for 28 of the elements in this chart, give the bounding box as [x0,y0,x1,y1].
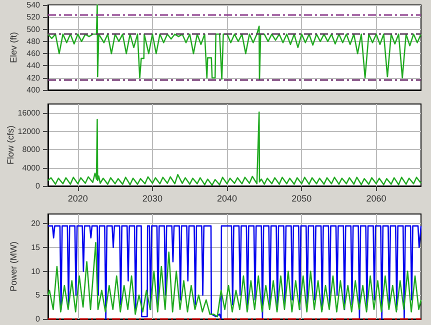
x-tick-label: 2030 [142,194,162,204]
y-tick-label: 5 [36,290,41,300]
y-tick-label: 15 [31,242,41,252]
y-tick-label: 540 [26,0,41,10]
y-tick-label: 400 [26,86,41,94]
x-tick-label: 2020 [68,194,88,204]
x-tick-label: 2050 [292,194,312,204]
y-tick-label: 0 [36,182,41,190]
x-tick-label: 2060 [366,194,386,204]
y-tick-label: 520 [26,12,41,22]
line-series [47,242,422,318]
y-tick-label: 8000 [22,145,41,154]
y-tick-label: 10 [31,266,41,276]
x-tick-label: 2040 [217,194,238,204]
y-tick-label: 460 [26,49,41,58]
y-tick-label: 440 [26,61,41,70]
y-tick-label: 4000 [22,163,41,172]
y-tick-label: 20 [31,219,41,228]
y-axis-title: Flow (cfs) [6,126,16,164]
y-tick-label: 420 [26,73,41,82]
y-axis-title: Elev (ft) [8,32,18,64]
y-tick-label: 12000 [18,126,41,136]
y-axis-title: Power (MW) [8,242,18,292]
line-series [47,4,422,80]
y-tick-label: 0 [36,314,41,324]
y-tick-label: 480 [26,36,41,46]
y-tick-label: 16000 [18,108,41,118]
y-tick-label: 500 [26,24,41,34]
